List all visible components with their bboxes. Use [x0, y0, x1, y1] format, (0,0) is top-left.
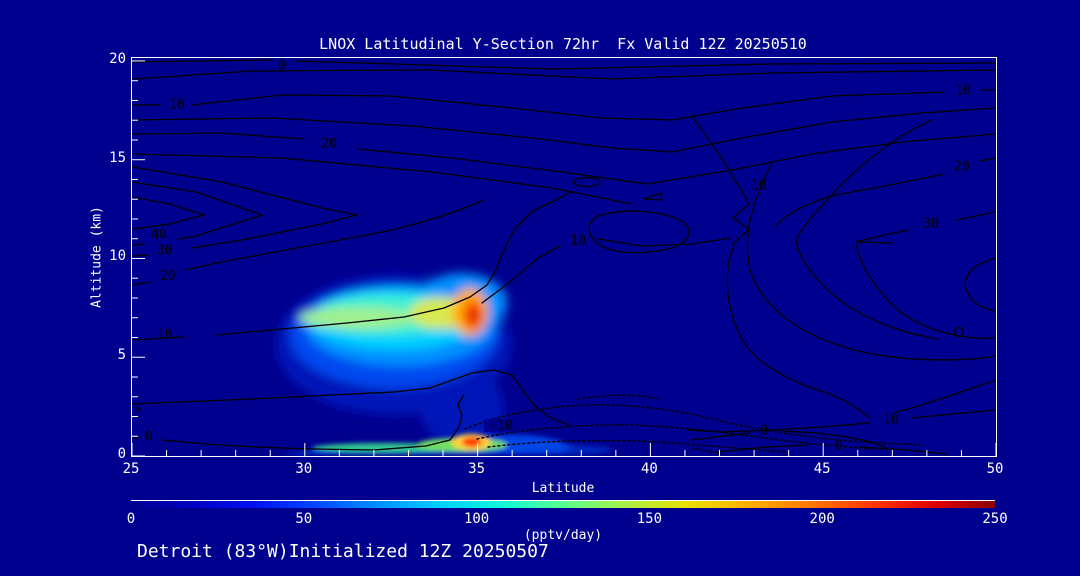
axis-ticks [132, 60, 996, 456]
colorbar [131, 500, 995, 508]
contour-label: 30 [157, 243, 173, 258]
contour-plot-area: 0 10 20 10 20 30 40 30 20 10 10 10 10 0 0 0 -10 > [131, 57, 997, 457]
colorbar-tick-label: 200 [809, 511, 835, 527]
contour-label: 10 [169, 98, 185, 113]
colorbar-tick-label: 250 [982, 511, 1008, 527]
contour-label: -10 [489, 418, 512, 433]
x-tick-label: 40 [640, 461, 658, 477]
contour-label: 0 [835, 438, 843, 453]
colorbar-tick-label: 100 [463, 511, 490, 527]
station-init-caption: Detroit (83°W)Initialized 12Z 20250507 [137, 541, 549, 562]
contour-label: 10 [570, 233, 586, 248]
contour-label: 20 [321, 136, 337, 151]
contour-label: 10 [157, 327, 173, 342]
contour-label: 10 [955, 83, 971, 98]
colorbar-tick-label: 50 [295, 511, 313, 527]
colorbar-tick-label: 150 [636, 511, 663, 527]
boundary-layer-plume-fill [282, 434, 612, 455]
contour-label-mask [484, 419, 518, 432]
y-tick-label: 10 [109, 248, 126, 265]
contour-label: 10 [751, 178, 767, 193]
contour-lines [132, 59, 996, 455]
colorbar-units-label: (pptv/day) [523, 528, 603, 543]
contour-label: 20 [954, 160, 970, 175]
x-tick-label: 35 [468, 461, 486, 477]
x-tick-label: 30 [295, 461, 313, 477]
y-tick-label: 0 [117, 446, 126, 462]
contour-label: 30 [923, 216, 939, 231]
colorbar-tick-label: 0 [126, 511, 136, 527]
plot-title: LNOX Latitudinal Y-Section 72hr Fx Valid… [319, 35, 807, 53]
contour-label: 0 [145, 430, 153, 445]
negative-contour-lines-dotted [464, 394, 923, 455]
x-axis-title: Latitude [531, 481, 595, 496]
x-tick-label: 45 [813, 461, 831, 477]
midlevel-plume-fill [276, 273, 512, 448]
y-tick-label: 20 [109, 50, 126, 67]
contour-label: 10 [883, 413, 899, 428]
x-tick-label: 50 [986, 461, 1004, 477]
y-tick-label: 15 [109, 149, 126, 166]
y-tick-label: 5 [117, 347, 126, 364]
contour-label: 20 [160, 269, 176, 284]
x-tick-label: 25 [122, 461, 140, 477]
contour-label: > [134, 402, 142, 417]
contour-label: 0 [760, 423, 768, 438]
contour-label: 0 [278, 58, 286, 73]
contour-label: 40 [151, 227, 167, 242]
